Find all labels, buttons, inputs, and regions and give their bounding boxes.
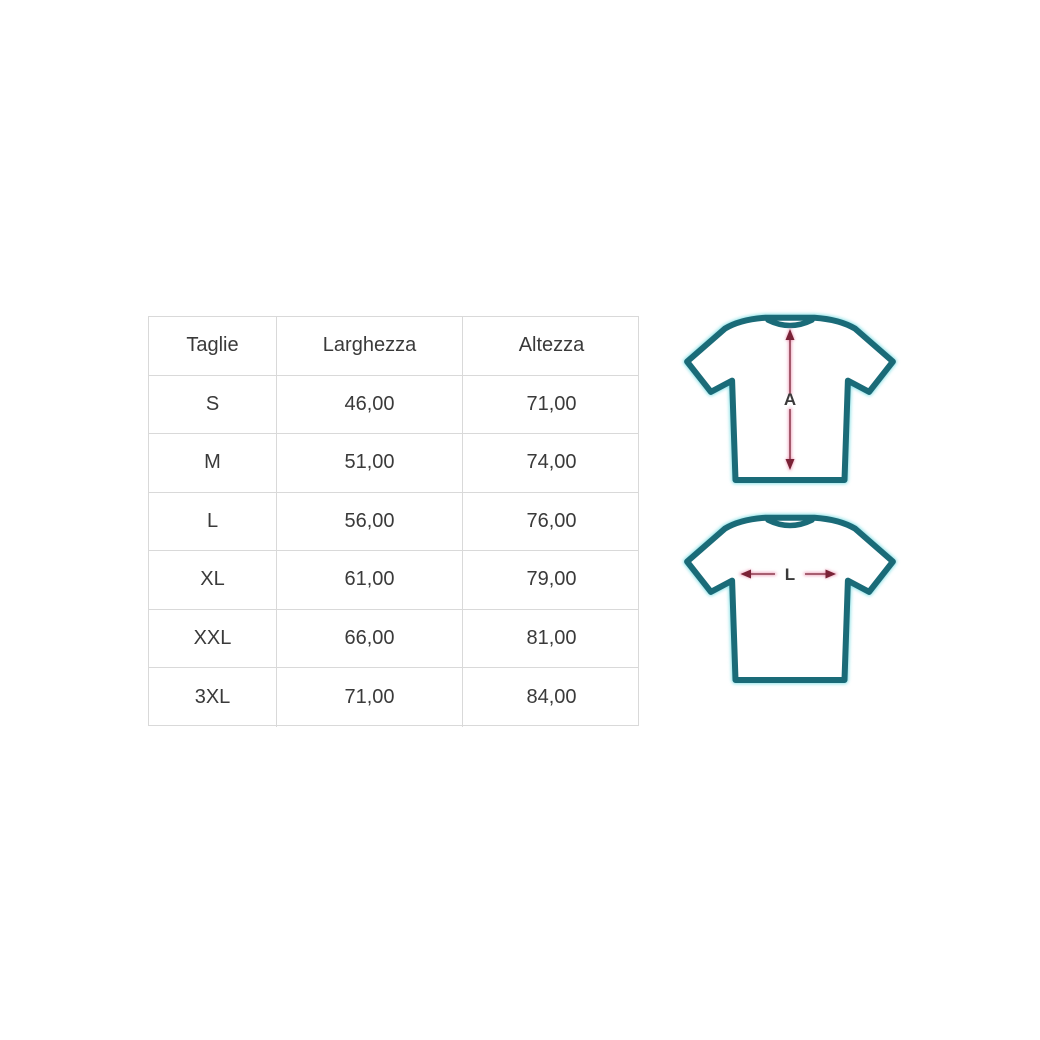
svg-text:L: L <box>785 565 795 584</box>
svg-text:A: A <box>784 390 796 409</box>
